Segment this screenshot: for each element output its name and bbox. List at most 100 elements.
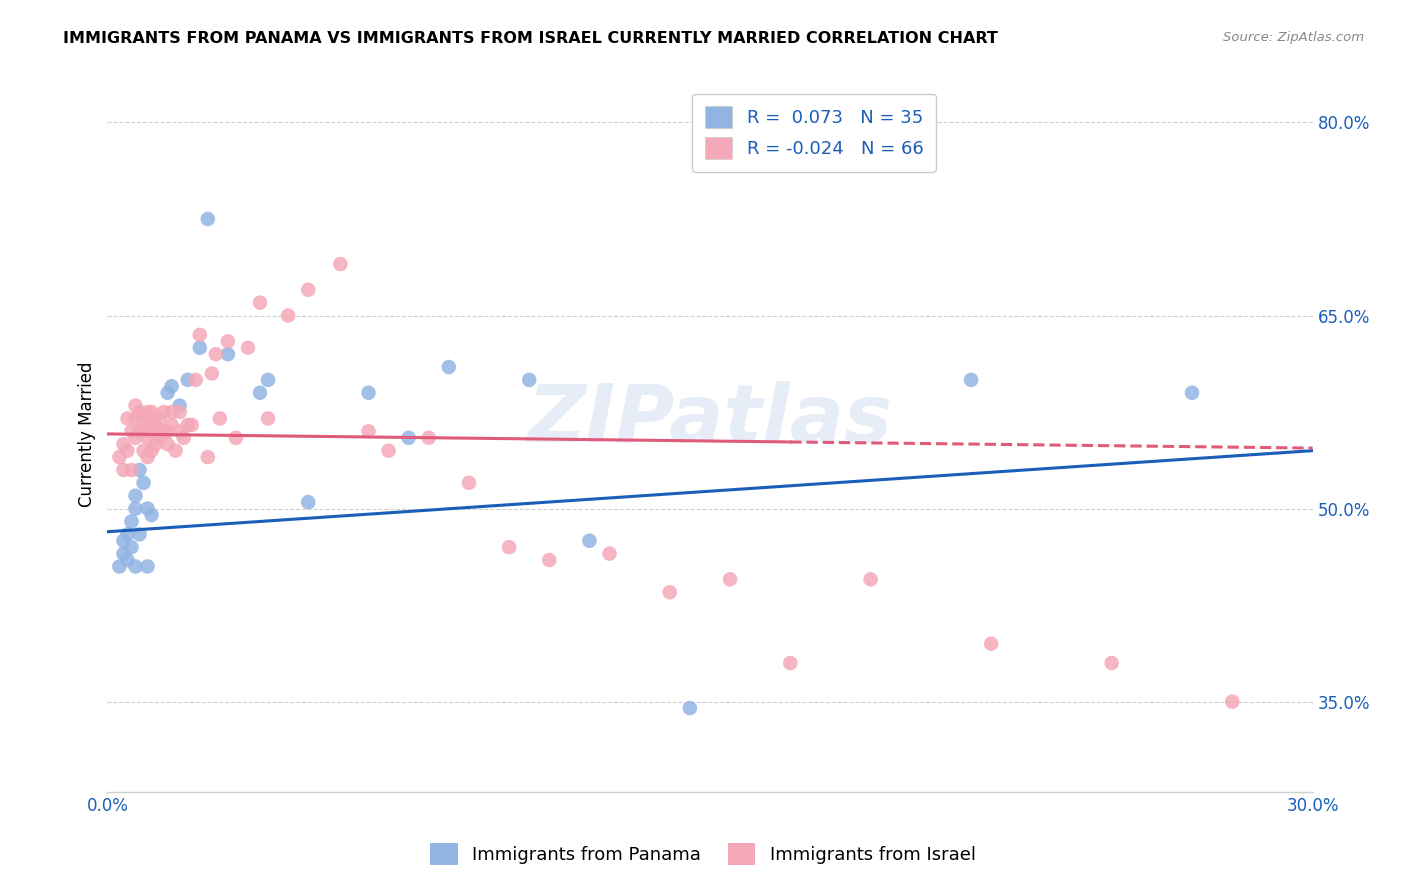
Point [149,425,172,439]
Point [458,475,481,490]
Point [297,283,319,297]
Point [1181,385,1204,400]
Point [398,431,420,445]
Point [208,411,231,425]
Point [149,411,172,425]
Point [124,489,146,503]
Point [152,405,174,419]
Point [156,425,179,439]
Text: IMMIGRANTS FROM PANAMA VS IMMIGRANTS FROM ISRAEL CURRENTLY MARRIED CORRELATION C: IMMIGRANTS FROM PANAMA VS IMMIGRANTS FRO… [63,31,998,46]
Point [257,373,280,387]
Point [145,417,167,432]
Point [160,417,183,432]
Point [236,341,259,355]
Point [136,431,159,445]
Point [197,212,219,227]
Point [205,347,228,361]
Point [177,417,200,432]
Legend: R =  0.073   N = 35, R = -0.024   N = 66: R = 0.073 N = 35, R = -0.024 N = 66 [692,94,936,172]
Point [1220,695,1243,709]
Point [124,399,146,413]
Point [165,443,187,458]
Point [980,637,1002,651]
Point [136,411,159,425]
Point [859,572,882,586]
Point [599,547,621,561]
Point [658,585,681,599]
Point [1101,656,1123,670]
Point [156,437,179,451]
Point [173,431,195,445]
Point [132,411,155,425]
Point [132,443,155,458]
Point [112,533,135,548]
Point [517,373,540,387]
Point [108,559,131,574]
Point [128,463,150,477]
Text: ZIPatlas: ZIPatlas [527,381,893,459]
Point [177,373,200,387]
Point [249,385,271,400]
Point [188,341,211,355]
Point [141,425,163,439]
Point [141,508,163,522]
Point [277,309,299,323]
Point [141,443,163,458]
Point [132,425,155,439]
Point [117,527,139,541]
Point [132,475,155,490]
Point [329,257,352,271]
Point [121,425,143,439]
Point [112,547,135,561]
Point [117,553,139,567]
Point [225,431,247,445]
Point [960,373,983,387]
Point [197,450,219,464]
Point [184,373,207,387]
Point [128,405,150,419]
Point [437,359,460,374]
Point [136,559,159,574]
Point [217,347,239,361]
Point [169,405,191,419]
Point [357,425,380,439]
Point [217,334,239,349]
Point [679,701,702,715]
Point [121,515,143,529]
Point [718,572,741,586]
Point [156,385,179,400]
Legend: Immigrants from Panama, Immigrants from Israel: Immigrants from Panama, Immigrants from … [423,836,983,872]
Point [149,431,172,445]
Point [112,463,135,477]
Point [145,437,167,451]
Point [357,385,380,400]
Point [160,379,183,393]
Point [121,540,143,554]
Point [578,533,600,548]
Point [160,405,183,419]
Y-axis label: Currently Married: Currently Married [79,362,96,508]
Point [124,411,146,425]
Point [377,443,399,458]
Point [136,501,159,516]
Point [498,540,520,554]
Point [169,399,191,413]
Point [121,463,143,477]
Point [201,367,224,381]
Point [117,443,139,458]
Point [418,431,440,445]
Text: Source: ZipAtlas.com: Source: ZipAtlas.com [1223,31,1364,45]
Point [136,405,159,419]
Point [297,495,319,509]
Point [249,295,271,310]
Point [108,450,131,464]
Point [124,431,146,445]
Point [128,527,150,541]
Point [188,327,211,342]
Point [112,437,135,451]
Point [117,411,139,425]
Point [141,405,163,419]
Point [128,425,150,439]
Point [180,417,202,432]
Point [152,425,174,439]
